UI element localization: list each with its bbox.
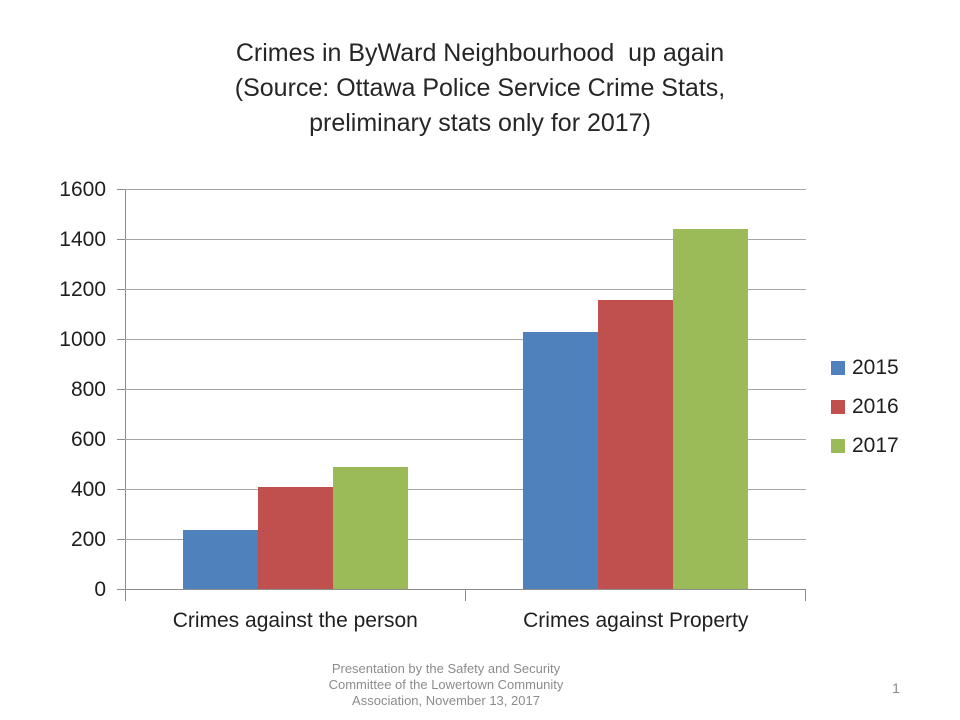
title-line-3: preliminary stats only for 2017)	[309, 109, 651, 137]
y-tick-600	[117, 439, 125, 440]
chart-title: Crimes in ByWard Neighbourhood up again …	[0, 36, 960, 141]
page-number: 1	[892, 680, 900, 696]
y-axis-label-1200: 1200	[59, 278, 106, 301]
legend: 2015 2016 2017	[831, 356, 899, 473]
bar-2015-category-1	[182, 530, 258, 589]
legend-label-2015: 2015	[852, 356, 899, 379]
legend-item-2015: 2015	[831, 356, 899, 380]
footer-line-1: Presentation by the Safety and Security	[331, 661, 561, 676]
y-axis-label-1400: 1400	[59, 228, 106, 251]
x-tick-2	[805, 589, 806, 601]
bar-2016-category-1	[257, 486, 333, 589]
legend-swatch-2016	[831, 400, 845, 414]
y-tick-1200	[117, 289, 125, 290]
gridline-800	[125, 389, 806, 390]
y-axis-label-0: 0	[94, 578, 106, 601]
bar-2017-category-2	[673, 229, 749, 589]
gridline-200	[125, 539, 806, 540]
legend-swatch-2015	[831, 361, 845, 375]
bar-2016-category-2	[598, 300, 674, 589]
legend-swatch-2017	[831, 439, 845, 453]
plot-area	[117, 189, 806, 601]
gridline-1600	[125, 189, 806, 190]
category-label-2: Crimes against Property	[523, 609, 749, 632]
title-line-1: Crimes in ByWard Neighbourhood up again	[235, 39, 725, 67]
title-line-2: (Source: Ottawa Police Service Crime Sta…	[234, 74, 726, 102]
bar-2015-category-2	[523, 331, 599, 589]
footer: Presentation by the Safety and Security …	[206, 661, 686, 709]
gridline-400	[125, 489, 806, 490]
y-axis-label-1600: 1600	[59, 178, 106, 201]
y-tick-1400	[117, 239, 125, 240]
footer-line-3: Association, November 13, 2017	[352, 693, 540, 708]
footer-line-2: Committee of the Lowertown Community	[328, 677, 564, 692]
category-label-1: Crimes against the person	[172, 609, 418, 632]
x-tick-1	[465, 589, 466, 601]
y-tick-1000	[117, 339, 125, 340]
y-axis-line	[125, 189, 126, 601]
gridline-1400	[125, 239, 806, 240]
legend-item-2017: 2017	[831, 434, 899, 458]
y-axis-label-200: 200	[70, 528, 106, 551]
gridline-1200	[125, 289, 806, 290]
y-tick-800	[117, 389, 125, 390]
y-tick-200	[117, 539, 125, 540]
y-axis-label-600: 600	[70, 428, 106, 451]
legend-item-2016: 2016	[831, 395, 899, 419]
gridline-1000	[125, 339, 806, 340]
bar-2017-category-1	[332, 466, 408, 589]
y-tick-0	[117, 589, 125, 590]
y-axis-label-800: 800	[70, 378, 106, 401]
y-axis-label-1000: 1000	[59, 328, 106, 351]
y-tick-400	[117, 489, 125, 490]
y-axis-label-400: 400	[70, 478, 106, 501]
legend-label-2017: 2017	[852, 434, 899, 457]
y-tick-1600	[117, 189, 125, 190]
legend-label-2016: 2016	[852, 395, 899, 418]
gridline-600	[125, 439, 806, 440]
